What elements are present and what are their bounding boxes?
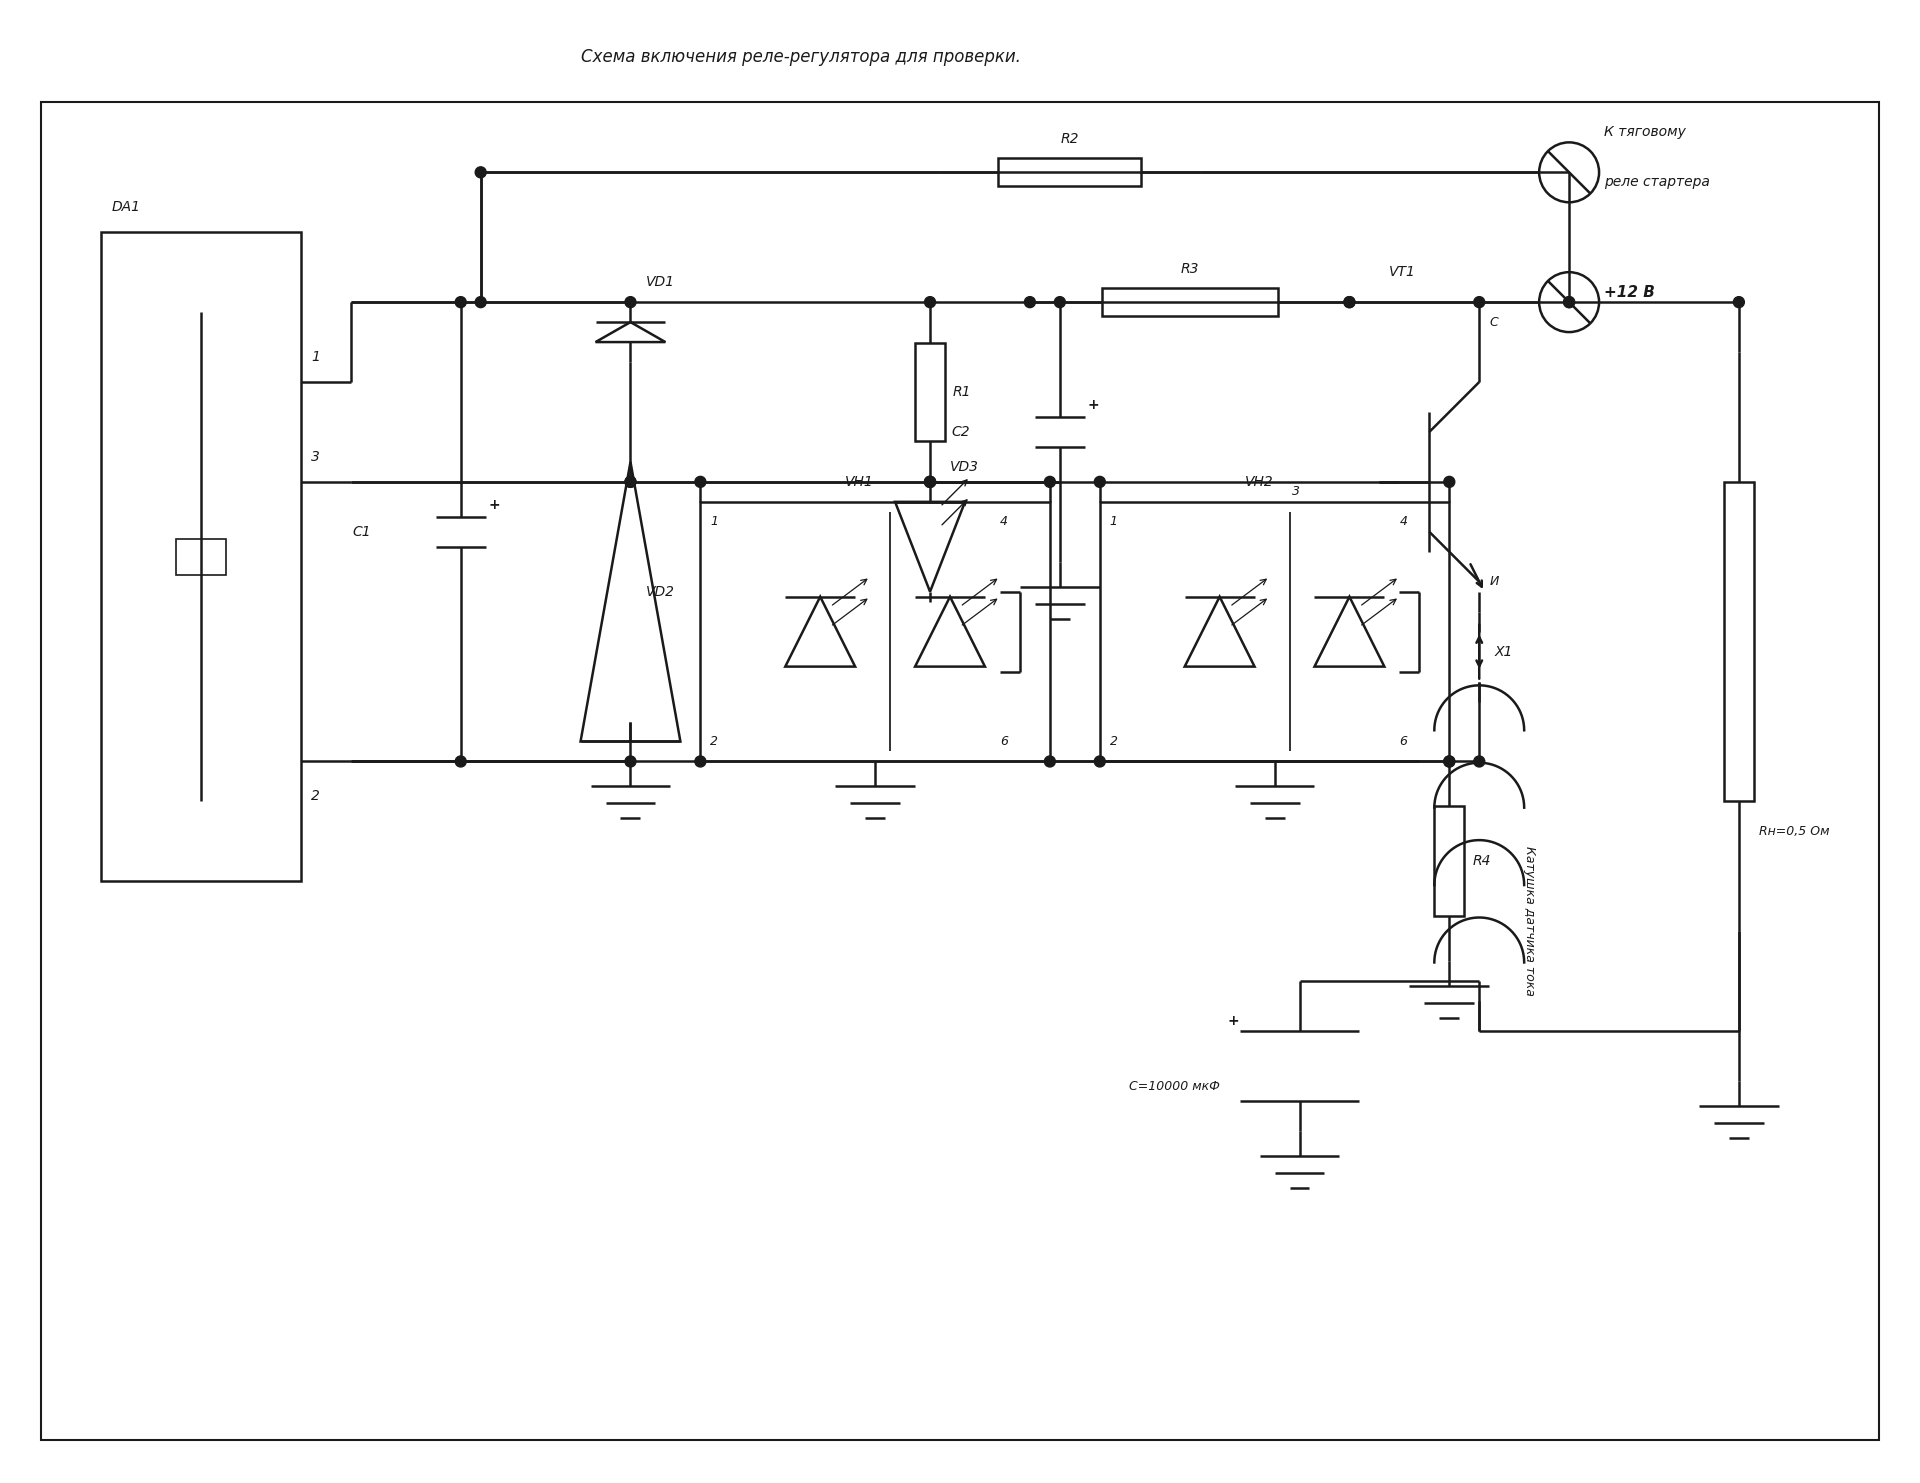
Circle shape xyxy=(455,297,467,307)
Circle shape xyxy=(1025,297,1035,307)
Circle shape xyxy=(1344,297,1356,307)
Text: 1: 1 xyxy=(710,515,718,528)
Circle shape xyxy=(1094,476,1106,488)
Circle shape xyxy=(1054,297,1066,307)
Text: И: И xyxy=(1490,575,1500,589)
Circle shape xyxy=(1094,756,1106,767)
Text: X1: X1 xyxy=(1494,645,1513,658)
Text: К тяговому: К тяговому xyxy=(1603,126,1686,139)
Bar xyxy=(916,343,945,442)
Circle shape xyxy=(626,756,636,767)
Text: DA1: DA1 xyxy=(111,200,140,214)
Circle shape xyxy=(925,297,935,307)
Text: +: + xyxy=(1229,1014,1240,1028)
Text: C1: C1 xyxy=(351,525,371,538)
Text: VD1: VD1 xyxy=(645,276,674,289)
Text: +: + xyxy=(490,498,501,512)
Text: С: С xyxy=(1490,316,1498,329)
Text: 2: 2 xyxy=(311,789,321,804)
Text: VH1: VH1 xyxy=(845,475,874,489)
Text: 2: 2 xyxy=(710,736,718,747)
Circle shape xyxy=(695,756,707,767)
Bar xyxy=(102,233,301,881)
Text: Rн=0,5 Ом: Rн=0,5 Ом xyxy=(1759,825,1830,838)
Circle shape xyxy=(1444,476,1455,488)
Circle shape xyxy=(1344,297,1356,307)
Text: +12 В: +12 В xyxy=(1603,285,1655,300)
Circle shape xyxy=(476,166,486,178)
Text: 1: 1 xyxy=(1110,515,1117,528)
Bar xyxy=(1724,482,1753,801)
Text: 2: 2 xyxy=(1110,736,1117,747)
Circle shape xyxy=(1563,297,1574,307)
Circle shape xyxy=(1475,756,1484,767)
Bar xyxy=(1102,288,1277,316)
Circle shape xyxy=(695,476,707,488)
Bar xyxy=(1434,807,1465,916)
Circle shape xyxy=(476,297,486,307)
Circle shape xyxy=(925,476,935,488)
Circle shape xyxy=(1044,476,1056,488)
Text: VD2: VD2 xyxy=(645,584,674,599)
Bar xyxy=(1100,501,1450,761)
Bar xyxy=(177,538,227,575)
Circle shape xyxy=(1563,297,1574,307)
Text: С=10000 мкФ: С=10000 мкФ xyxy=(1129,1080,1219,1093)
Circle shape xyxy=(1734,297,1745,307)
Text: Схема включения реле-регулятора для проверки.: Схема включения реле-регулятора для пров… xyxy=(580,49,1020,67)
Text: 1: 1 xyxy=(311,350,321,363)
Circle shape xyxy=(626,476,636,488)
Circle shape xyxy=(1444,756,1455,767)
Text: 4: 4 xyxy=(1000,515,1008,528)
Circle shape xyxy=(1475,297,1484,307)
Circle shape xyxy=(925,476,935,488)
Circle shape xyxy=(1044,756,1056,767)
Text: VD3: VD3 xyxy=(950,460,979,475)
Text: VT1: VT1 xyxy=(1390,265,1417,279)
Text: VH2: VH2 xyxy=(1244,475,1273,489)
Circle shape xyxy=(1444,756,1455,767)
Text: 3: 3 xyxy=(311,449,321,464)
Circle shape xyxy=(455,756,467,767)
Bar xyxy=(998,159,1140,187)
Text: C2: C2 xyxy=(952,426,970,439)
Text: Катушка датчика тока: Катушка датчика тока xyxy=(1523,847,1536,997)
Text: R3: R3 xyxy=(1181,262,1198,276)
Text: 6: 6 xyxy=(1400,736,1407,747)
Text: +: + xyxy=(1089,397,1100,412)
Text: R2: R2 xyxy=(1060,132,1079,147)
Text: 3: 3 xyxy=(1292,485,1300,498)
Text: R1: R1 xyxy=(952,386,972,399)
Text: реле стартера: реле стартера xyxy=(1603,175,1711,190)
Circle shape xyxy=(925,476,935,488)
Text: 6: 6 xyxy=(1000,736,1008,747)
Circle shape xyxy=(626,476,636,488)
Circle shape xyxy=(626,297,636,307)
Text: R4: R4 xyxy=(1473,854,1490,869)
Bar xyxy=(701,501,1050,761)
Text: 4: 4 xyxy=(1400,515,1407,528)
